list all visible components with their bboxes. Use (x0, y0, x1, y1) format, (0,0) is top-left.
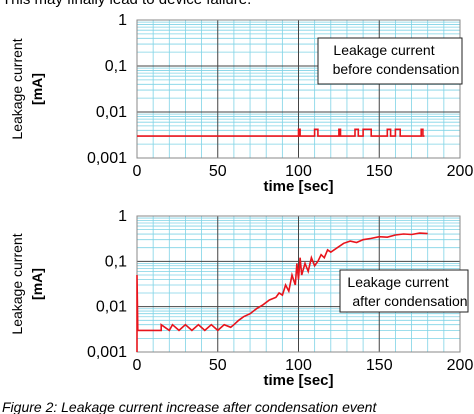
y-tick-label: 1 (118, 208, 127, 225)
annotation-text: Leakage current (347, 274, 448, 290)
annotation-text: before condensation (333, 61, 460, 77)
y-tick-label: 0,001 (87, 344, 127, 361)
x-tick-label: 0 (133, 163, 142, 180)
y-tick-label: 1 (118, 12, 127, 29)
x-tick-label: 150 (366, 357, 393, 374)
x-tick-label: 0 (133, 357, 142, 374)
y-axis-label: [mA] (29, 73, 45, 105)
x-axis-label: time [sec] (263, 372, 333, 389)
annotation-text: Leakage current (333, 42, 434, 58)
x-tick-label: 150 (366, 163, 393, 180)
annotation-box (317, 37, 463, 85)
y-tick-label: 0,01 (96, 104, 127, 121)
data-line (136, 232, 428, 352)
x-tick-label: 200 (447, 163, 474, 180)
body-text: This may finally lead to device failure. (2, 0, 251, 8)
y-axis-label: [mA] (29, 268, 45, 300)
annotation-box (339, 269, 469, 313)
annotation-text: after condensation (352, 293, 467, 309)
x-tick-label: 50 (209, 357, 227, 374)
y-tick-label: 0,1 (105, 253, 127, 270)
y-tick-label: 0,1 (105, 58, 127, 75)
y-tick-label: 0,001 (87, 150, 127, 167)
figure-caption: Figure 2: Leakage current increase after… (2, 399, 377, 414)
x-tick-label: 100 (285, 357, 312, 374)
x-tick-label: 200 (447, 357, 474, 374)
x-tick-label: 50 (209, 163, 227, 180)
y-tick-label: 0,01 (96, 299, 127, 316)
x-axis-label: time [sec] (263, 178, 333, 195)
plot-frame (136, 19, 461, 159)
y-axis-label: Leakage current (9, 38, 25, 139)
y-axis-label: Leakage current (9, 233, 25, 334)
x-tick-label: 100 (285, 163, 312, 180)
data-line (137, 128, 425, 137)
